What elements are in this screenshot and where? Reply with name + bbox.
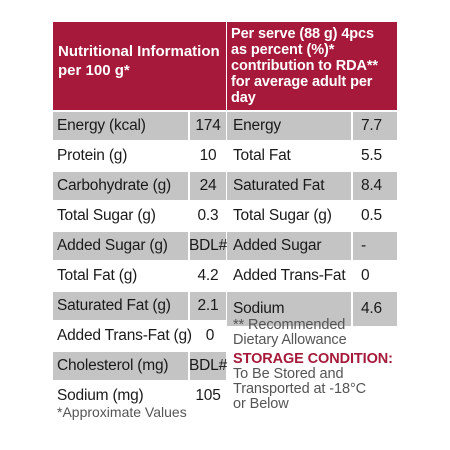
nutrient-label: Sodium (mg) (57, 387, 144, 404)
approximate-values-footnote: *Approximate Values (57, 404, 187, 420)
nutrient-label: Added Sugar (227, 232, 351, 260)
table-row: Saturated Fat (g) 2.1 (53, 292, 226, 320)
nutrient-label: Total Fat (233, 147, 291, 164)
rda-value: 4.6 (351, 292, 397, 326)
storage-condition-text: To Be Stored and Transported at -18°C or… (233, 366, 367, 412)
table-row: Energy 7.7 (227, 112, 397, 140)
nutrient-label: Added Trans-Fat (233, 267, 346, 284)
nutrient-value: 0 (191, 322, 226, 350)
nutrient-label: Saturated Fat (g) (53, 292, 188, 320)
table-row: Total Sugar (g) 0.5 (227, 202, 397, 230)
rda-value: 7.7 (351, 112, 397, 140)
nutrient-label: Protein (g) (57, 147, 128, 164)
nutrient-label: Saturated Fat (227, 172, 351, 200)
table-row: Cholesterol (mg) BDL# (53, 352, 227, 380)
rda-value: - (351, 232, 397, 260)
right-table-header: Per serve (88 g) 4pcs as percent (%)* co… (227, 22, 397, 110)
rda-footnote: ** Recommended Dietary Allowance (233, 317, 347, 348)
table-row: Added Trans-Fat (g) 0 (53, 322, 226, 350)
table-row: Added Sugar - (227, 232, 397, 260)
left-table-header: Nutritional Information per 100 g* (53, 22, 226, 110)
storage-condition-title: STORAGE CONDITION: (233, 351, 393, 367)
nutrient-label: Sodium (227, 292, 351, 326)
table-row: Sodium (mg) 105 (53, 382, 226, 410)
table-row: Saturated Fat 8.4 (227, 172, 397, 200)
nutrition-per-100g-table: Nutritional Information per 100 g* Energ… (53, 22, 227, 410)
rda-value: 8.4 (351, 172, 397, 200)
rda-value: 0.5 (351, 202, 397, 230)
nutrient-label: Added Sugar (g) (53, 232, 188, 260)
nutrient-label: Cholesterol (mg) (53, 352, 188, 380)
nutrient-value: BDL# (188, 352, 227, 380)
nutrient-value: 10 (188, 142, 226, 170)
rda-value: 5.5 (351, 142, 397, 170)
table-row: Added Sugar (g) BDL# (53, 232, 227, 260)
notes-section: ** Recommended Dietary Allowance STORAGE… (233, 318, 403, 412)
nutrient-value: 174 (188, 112, 226, 140)
table-row: Total Fat (g) 4.2 (53, 262, 226, 290)
nutrient-value: 4.2 (188, 262, 226, 290)
nutrient-value: 2.1 (188, 292, 226, 320)
rda-contribution-table: Per serve (88 g) 4pcs as percent (%)* co… (227, 22, 397, 344)
nutrient-value: BDL# (188, 232, 227, 260)
nutrient-value: 0.3 (188, 202, 226, 230)
nutrient-label: Energy (227, 112, 351, 140)
rda-value: 0 (351, 262, 397, 290)
table-row: Sodium 4.6 (227, 292, 397, 326)
nutrient-label: Added Trans-Fat (g) (57, 327, 192, 344)
nutrient-value: 24 (188, 172, 226, 200)
table-row: Carbohydrate (g) 24 (53, 172, 226, 200)
nutrient-label: Carbohydrate (g) (53, 172, 188, 200)
table-row: Total Sugar (g) 0.3 (53, 202, 226, 230)
nutrient-label: Energy (kcal) (53, 112, 188, 140)
table-row: Energy (kcal) 174 (53, 112, 226, 140)
nutrient-label: Total Sugar (g) (233, 207, 332, 224)
nutrient-label: Total Sugar (g) (57, 207, 156, 224)
table-row: Total Fat 5.5 (227, 142, 397, 170)
nutrient-value: 105 (188, 382, 226, 410)
table-row: Added Trans-Fat 0 (227, 262, 397, 290)
nutrient-label: Total Fat (g) (57, 267, 138, 284)
table-row: Protein (g) 10 (53, 142, 226, 170)
